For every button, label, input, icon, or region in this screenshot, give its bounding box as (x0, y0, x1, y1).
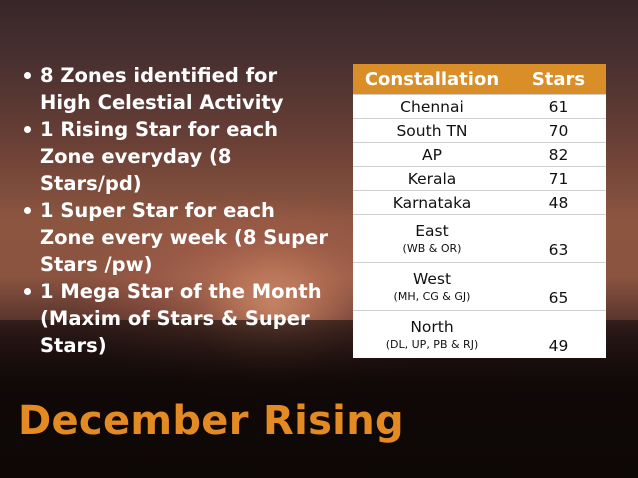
table-row: East (WB & OR) 63 (353, 214, 606, 263)
zone-states: (WB & OR) (402, 242, 462, 255)
table-row: Karnataka 48 (353, 190, 606, 215)
table-row: North (DL, UP, PB & RJ) 49 (353, 310, 606, 358)
zone-states: (DL, UP, PB & RJ) (385, 338, 479, 351)
table-header-row: Constallation Stars (353, 64, 606, 95)
zone-cell: North (DL, UP, PB & RJ) (353, 310, 511, 358)
bullet-item: 1 Mega Star of the Month (Maxim of Stars… (22, 278, 332, 359)
column-header-stars: Stars (511, 64, 606, 95)
bullet-text: 1 Super Star for each Zone every week (8… (40, 199, 328, 276)
star-count: 82 (511, 142, 606, 167)
star-count: 65 (511, 262, 606, 311)
star-count: 61 (511, 94, 606, 119)
bullet-text: 8 Zones identified for High Celestial Ac… (40, 64, 284, 114)
zone-states: (MH, CG & GJ) (393, 290, 471, 303)
bullet-item: 1 Super Star for each Zone every week (8… (22, 197, 332, 278)
zone-name: West (412, 270, 452, 288)
bullet-dot-icon (24, 72, 31, 79)
star-count: 63 (511, 214, 606, 263)
bullet-dot-icon (24, 288, 31, 295)
zone-name: East (415, 222, 449, 240)
table-row: South TN 70 (353, 118, 606, 143)
bullet-dot-icon (24, 207, 31, 214)
bullet-item: 1 Rising Star for each Zone everyday (8 … (22, 116, 332, 197)
stars-table: Constallation Stars Chennai 61 South TN … (353, 64, 606, 358)
bullet-text: 1 Rising Star for each Zone everyday (8 … (40, 118, 279, 195)
zone-name: South TN (353, 118, 511, 143)
table-row: Chennai 61 (353, 94, 606, 119)
bullet-text: 1 Mega Star of the Month (Maxim of Stars… (40, 280, 322, 357)
table-row: West (MH, CG & GJ) 65 (353, 262, 606, 311)
zone-name: AP (353, 142, 511, 167)
zone-cell: East (WB & OR) (353, 214, 511, 263)
column-header-constallation: Constallation (353, 64, 511, 95)
bullet-item: 8 Zones identified for High Celestial Ac… (22, 62, 332, 116)
zone-name: North (410, 318, 454, 336)
table-row: AP 82 (353, 142, 606, 167)
star-count: 71 (511, 166, 606, 191)
star-count: 70 (511, 118, 606, 143)
table-row: Kerala 71 (353, 166, 606, 191)
zone-name: Kerala (353, 166, 511, 191)
star-count: 49 (511, 310, 606, 358)
zone-name: Chennai (353, 94, 511, 119)
slide-title: December Rising (18, 398, 404, 444)
bullet-dot-icon (24, 126, 31, 133)
zone-name: Karnataka (353, 190, 511, 215)
star-count: 48 (511, 190, 606, 215)
zone-cell: West (MH, CG & GJ) (353, 262, 511, 311)
bullet-list: 8 Zones identified for High Celestial Ac… (22, 62, 332, 359)
